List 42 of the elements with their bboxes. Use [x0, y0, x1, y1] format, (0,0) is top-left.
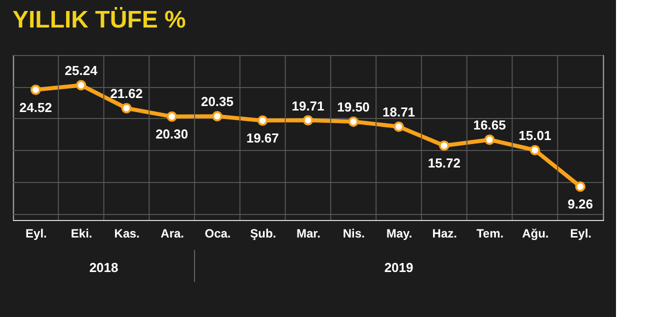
data-label: 15.72: [428, 156, 460, 171]
x-tick-label: Eyl.: [570, 226, 592, 240]
data-label: 19.67: [246, 130, 279, 146]
point: [121, 103, 132, 114]
x-tick-label: May.: [386, 226, 412, 240]
data-label: 9.26: [568, 196, 593, 212]
data-label: 21.62: [110, 86, 143, 102]
x-tick-label: Oca.: [204, 226, 231, 240]
point: [257, 115, 268, 126]
text: 2018: [89, 260, 118, 275]
data-label: 20.30: [156, 126, 188, 142]
x-tick-label: Kas.: [114, 226, 140, 240]
point: [166, 111, 178, 122]
x-tick-label: Nis.: [342, 226, 365, 240]
point: [484, 134, 495, 145]
point: [302, 115, 314, 126]
x-tick-label: Şub.: [250, 226, 276, 240]
x-tick-label: Haz.: [432, 226, 457, 240]
data-label: 20.35: [200, 94, 234, 110]
point: [76, 80, 86, 90]
point: [30, 84, 41, 95]
data-label: 18.71: [382, 104, 416, 120]
x-tick-label: Eyl.: [26, 226, 47, 240]
x-tick-label: Ağu.: [522, 226, 549, 240]
point: [438, 140, 450, 151]
data-label: 25.24: [64, 63, 98, 78]
data-label: 19.50: [337, 100, 370, 115]
data-label: 19.71: [292, 98, 324, 114]
point: [530, 144, 540, 156]
point: [575, 181, 586, 192]
chart-title: YILLIK TÜFE %: [12, 6, 186, 34]
data-label: 24.52: [19, 100, 52, 115]
x-tick-label: Eki.: [70, 226, 92, 240]
x-tick-label: Tem.: [476, 226, 504, 240]
data-label: 15.01: [518, 128, 552, 144]
point: [394, 121, 404, 132]
x-tick-label: Mar.: [296, 226, 321, 240]
point: [348, 116, 359, 127]
point: [212, 111, 222, 122]
data-label: 16.65: [473, 118, 506, 133]
x-tick-label: Ara.: [160, 226, 184, 240]
text: 2019: [384, 260, 414, 275]
